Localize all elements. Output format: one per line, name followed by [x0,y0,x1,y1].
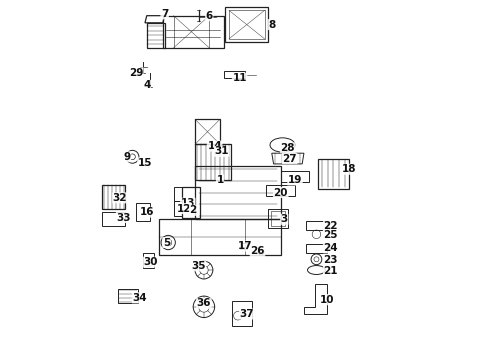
Text: 36: 36 [196,298,211,308]
Text: 5: 5 [163,238,170,248]
Text: 24: 24 [323,243,338,253]
Text: 7: 7 [161,9,168,19]
Text: 13: 13 [181,198,195,208]
Text: 27: 27 [282,154,297,163]
Text: 31: 31 [215,147,229,157]
Text: 30: 30 [143,257,158,267]
Bar [147,23,165,48]
Bar [268,208,288,228]
Text: 29: 29 [129,68,143,78]
Text: 22: 22 [323,221,338,231]
Text: 35: 35 [191,261,206,271]
Bar [195,144,231,180]
Text: 23: 23 [323,255,338,265]
Text: 6: 6 [206,11,213,21]
Bar [240,243,247,249]
Bar [136,203,150,221]
Text: 34: 34 [132,293,147,303]
Text: 8: 8 [268,19,275,30]
Bar [195,119,220,144]
Text: 4: 4 [143,80,150,90]
Bar [306,244,327,252]
Text: 16: 16 [140,207,154,217]
Text: 11: 11 [232,73,247,83]
Text: 18: 18 [342,164,356,174]
Text: 3: 3 [281,214,288,224]
Bar [232,301,252,327]
Text: 14: 14 [207,141,222,151]
Bar [173,202,182,216]
Text: 32: 32 [113,193,127,203]
Text: 15: 15 [138,158,152,168]
Bar [102,212,125,226]
Text: 9: 9 [123,152,131,162]
Bar [306,221,327,230]
Bar [225,7,268,42]
Text: 12: 12 [177,203,192,213]
Bar [102,185,125,208]
Bar [229,10,265,39]
Bar [143,253,154,267]
Text: 21: 21 [323,266,338,276]
Text: 1: 1 [217,175,223,185]
Text: 33: 33 [116,212,131,222]
Bar [182,187,200,217]
Text: 26: 26 [250,247,265,256]
Bar [173,187,182,202]
Text: 10: 10 [320,295,334,305]
Text: 19: 19 [288,175,302,185]
Bar [318,158,348,189]
Bar [118,289,138,303]
Text: 25: 25 [323,230,338,240]
Text: 17: 17 [238,241,252,251]
Bar [270,211,285,226]
Text: 2: 2 [190,205,197,215]
Text: 37: 37 [240,309,254,319]
Text: 28: 28 [281,143,295,153]
Text: 20: 20 [273,188,288,198]
